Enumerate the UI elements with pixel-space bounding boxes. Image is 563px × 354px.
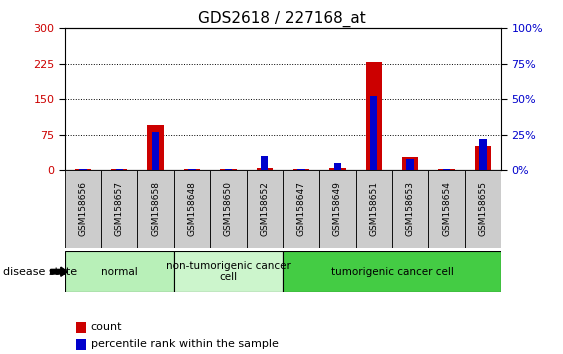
Bar — [137, 170, 174, 248]
Bar — [257, 167, 273, 170]
Text: GSM158653: GSM158653 — [406, 181, 415, 236]
Bar — [65, 170, 101, 248]
Bar — [365, 62, 382, 170]
Text: GSM158656: GSM158656 — [78, 181, 87, 236]
Bar — [283, 170, 319, 248]
Text: normal: normal — [101, 267, 138, 277]
Bar — [283, 251, 501, 292]
Bar — [101, 170, 137, 248]
Text: GSM158651: GSM158651 — [369, 181, 378, 236]
Bar — [189, 169, 196, 170]
Text: non-tumorigenic cancer
cell: non-tumorigenic cancer cell — [166, 261, 291, 282]
Bar — [261, 156, 269, 170]
Bar — [174, 251, 283, 292]
Bar — [475, 146, 491, 170]
Bar — [115, 169, 123, 170]
Text: count: count — [91, 322, 122, 332]
Bar — [111, 169, 127, 170]
Bar — [152, 132, 159, 170]
Bar — [428, 170, 464, 248]
Bar — [79, 169, 87, 170]
Text: GDS2618 / 227168_at: GDS2618 / 227168_at — [198, 11, 365, 27]
Bar — [247, 170, 283, 248]
Bar — [65, 251, 174, 292]
Bar — [174, 170, 210, 248]
Bar — [210, 170, 247, 248]
Bar — [479, 139, 486, 170]
Text: GSM158652: GSM158652 — [260, 181, 269, 236]
Bar — [75, 169, 91, 170]
Bar — [464, 170, 501, 248]
Bar — [370, 96, 377, 170]
Bar — [356, 170, 392, 248]
Text: GSM158654: GSM158654 — [442, 181, 451, 236]
Bar — [329, 167, 346, 170]
Bar — [439, 169, 455, 170]
Text: percentile rank within the sample: percentile rank within the sample — [91, 339, 279, 349]
Bar — [443, 169, 450, 170]
Text: GSM158648: GSM158648 — [187, 181, 196, 236]
Text: GSM158650: GSM158650 — [224, 181, 233, 236]
Bar — [184, 169, 200, 170]
Text: GSM158657: GSM158657 — [115, 181, 124, 236]
Bar — [319, 170, 356, 248]
Text: tumorigenic cancer cell: tumorigenic cancer cell — [330, 267, 453, 277]
Bar — [148, 125, 164, 170]
Bar — [402, 157, 418, 170]
Text: GSM158655: GSM158655 — [479, 181, 488, 236]
Bar — [225, 169, 232, 170]
Bar — [334, 163, 341, 170]
Text: GSM158649: GSM158649 — [333, 181, 342, 236]
Bar — [220, 169, 236, 170]
Bar — [293, 169, 309, 170]
Bar — [406, 159, 414, 170]
Bar — [297, 169, 305, 170]
Text: GSM158647: GSM158647 — [297, 181, 306, 236]
Bar — [392, 170, 428, 248]
Text: disease state: disease state — [3, 267, 77, 277]
Text: GSM158658: GSM158658 — [151, 181, 160, 236]
